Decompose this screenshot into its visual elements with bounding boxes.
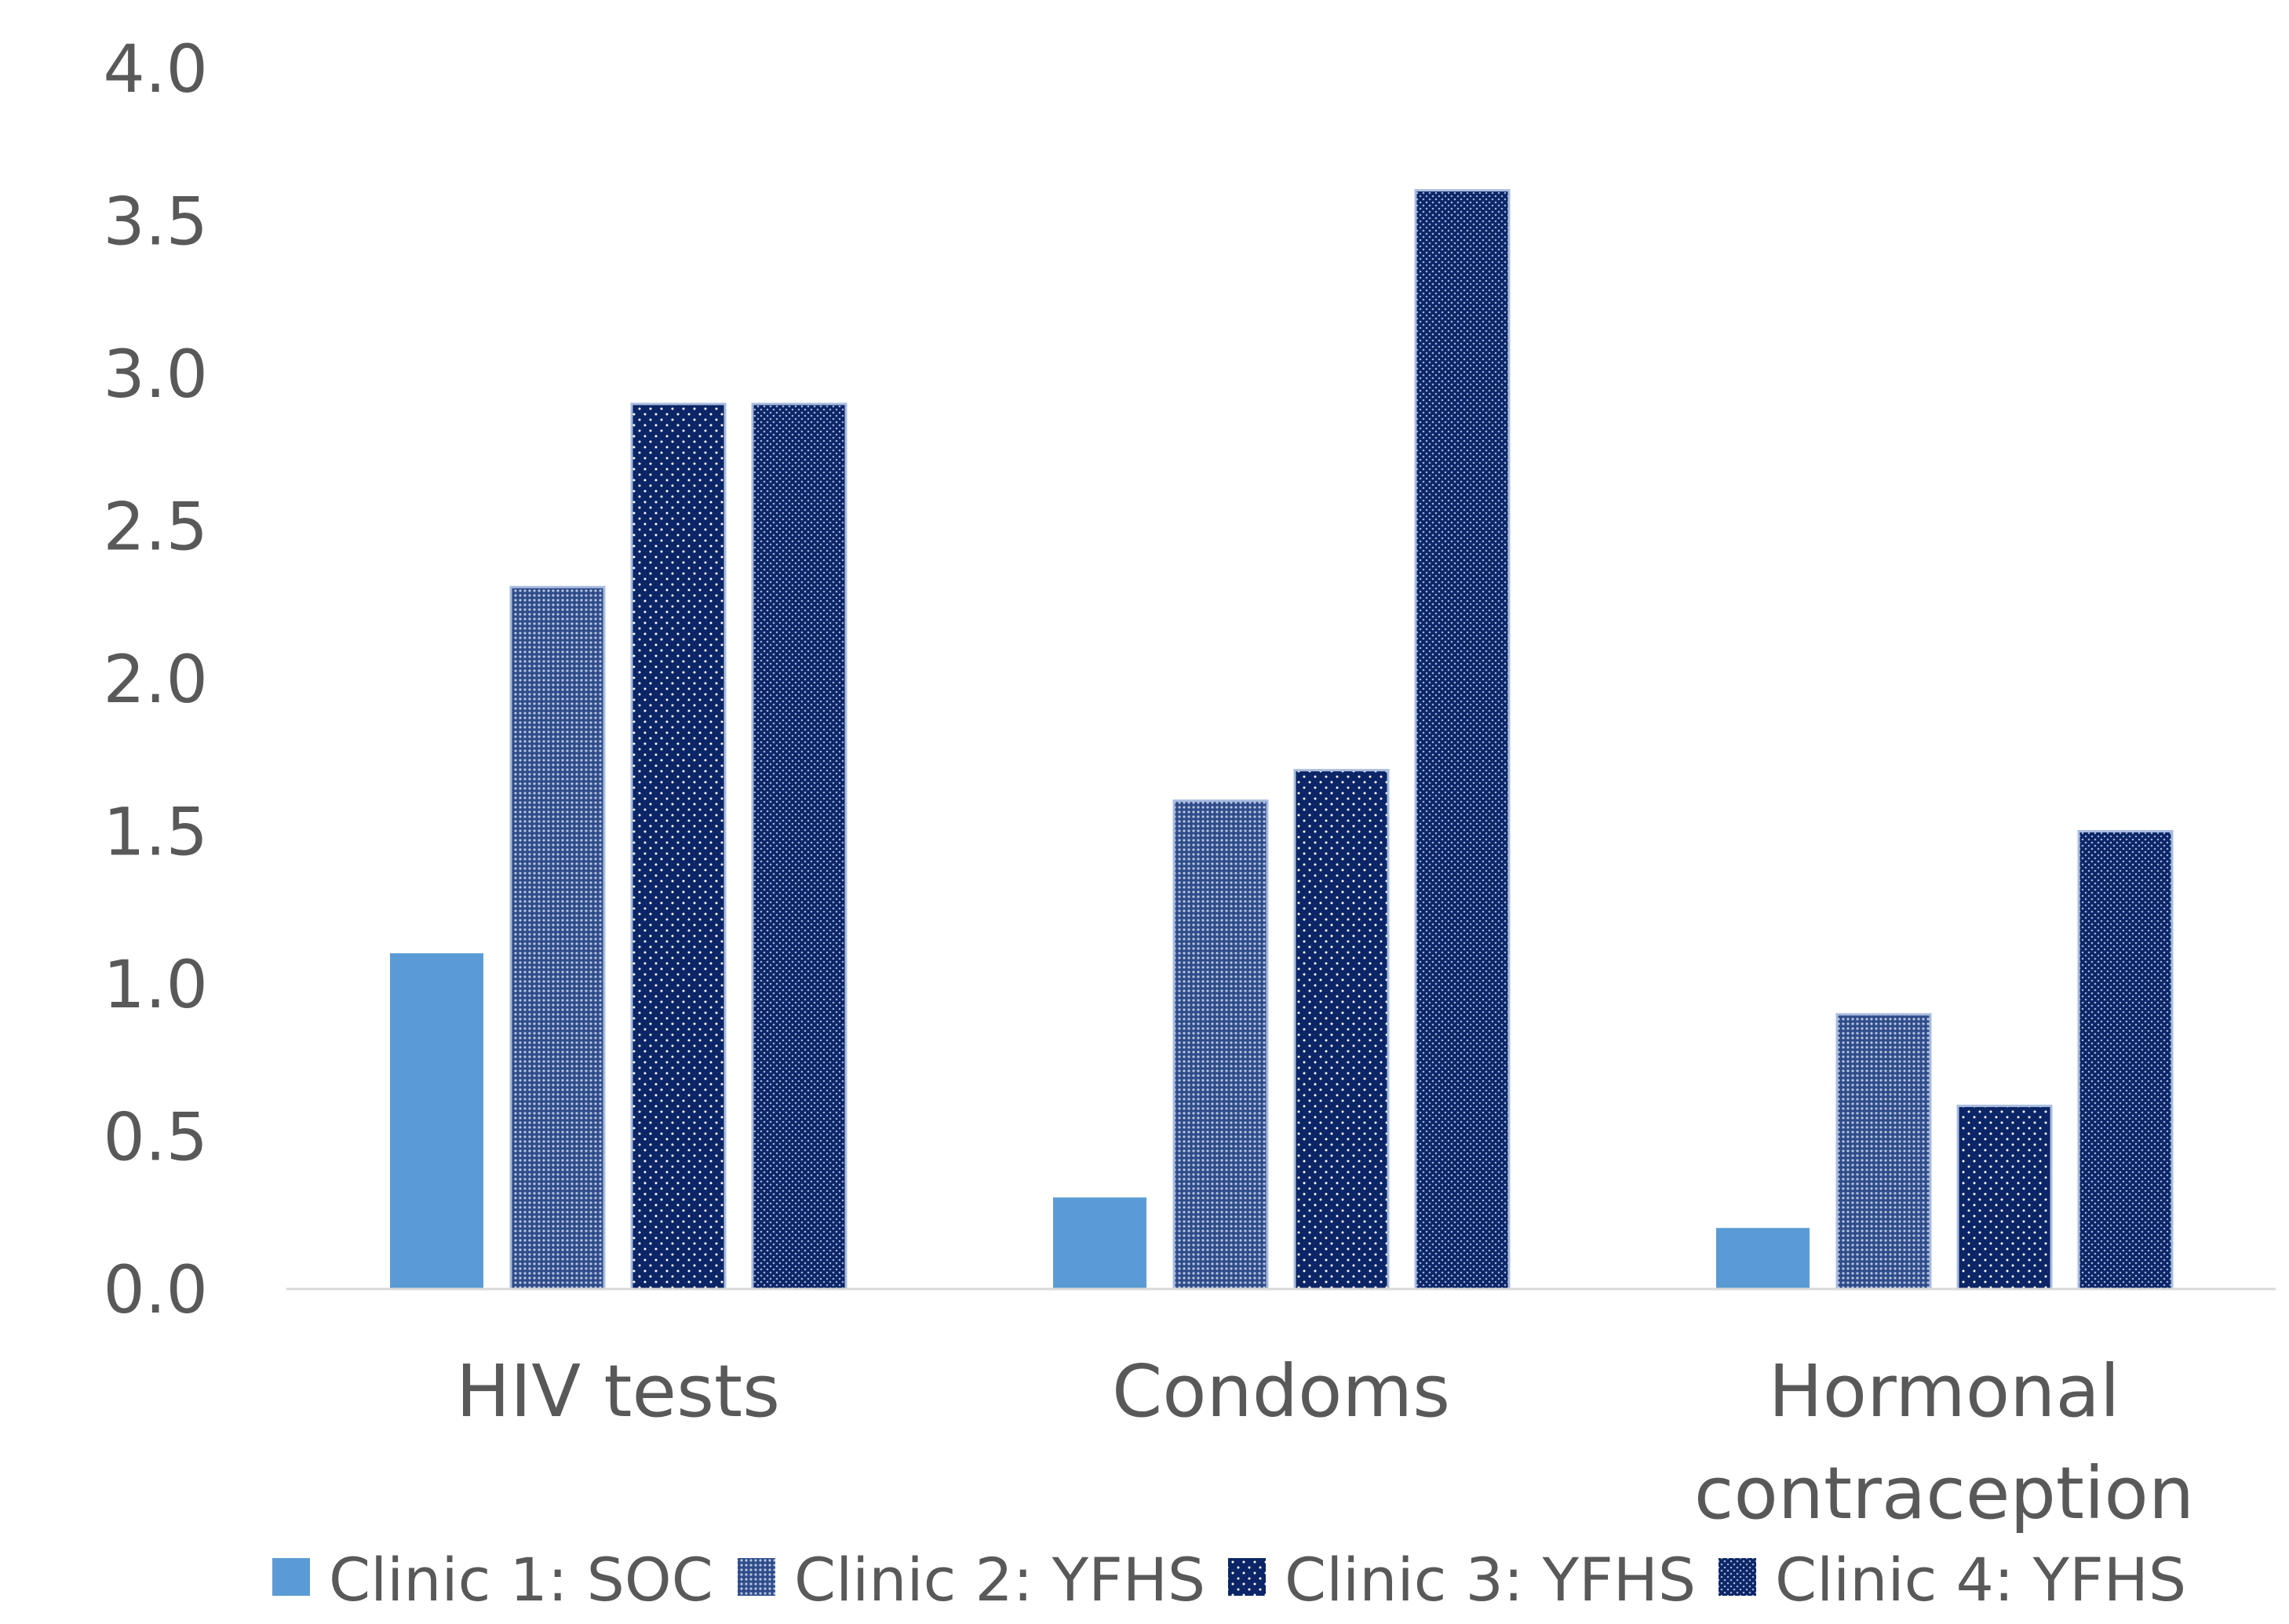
- y-axis: 0.0 0.5 1.0 1.5 2.0 2.5 3.0 3.5 4.0: [103, 31, 208, 1328]
- bar-4-3: [2077, 830, 2174, 1291]
- y-tick-label: 1.5: [103, 794, 208, 871]
- bar-1-3: [1716, 1228, 1810, 1289]
- y-tick-label: 2.0: [103, 641, 208, 718]
- legend-label: Clinic 4: YFHS: [1775, 1545, 2186, 1615]
- x-axis-labels: HIV tests Condoms Hormonal contraception: [456, 1349, 2194, 1535]
- bar-4-2: [1414, 189, 1511, 1291]
- legend-swatch: [1719, 1558, 1756, 1596]
- bars: [390, 189, 2174, 1291]
- legend-swatch: [1228, 1558, 1266, 1596]
- bar-2-3: [1835, 1013, 1932, 1291]
- bar-2-2: [1172, 799, 1269, 1291]
- y-tick-label: 3.5: [103, 184, 208, 260]
- y-tick-label: 1.0: [103, 946, 208, 1023]
- category-label: HIV tests: [456, 1349, 780, 1433]
- legend-swatch: [738, 1558, 775, 1596]
- bar-3-3: [1956, 1105, 2053, 1291]
- y-tick-label: 4.0: [103, 31, 208, 107]
- bar-2-1: [509, 585, 606, 1291]
- category-label: Condoms: [1112, 1349, 1450, 1433]
- y-tick-label: 0.0: [103, 1251, 208, 1328]
- bar-3-1: [630, 402, 727, 1291]
- category-label: Hormonal: [1769, 1349, 2120, 1433]
- legend-label: Clinic 1: SOC: [329, 1545, 713, 1615]
- y-tick-label: 2.5: [103, 489, 208, 566]
- legend-label: Clinic 2: YFHS: [794, 1545, 1205, 1615]
- bar-1-2: [1053, 1197, 1146, 1289]
- legend-swatch: [272, 1558, 310, 1596]
- bar-1-1: [390, 953, 483, 1289]
- category-label: contraception: [1694, 1451, 2194, 1535]
- y-tick-label: 3.0: [103, 336, 208, 413]
- bar-3-2: [1293, 769, 1390, 1291]
- legend: Clinic 1: SOC Clinic 2: YFHS Clinic 3: YFH…: [272, 1545, 2186, 1615]
- y-tick-label: 0.5: [103, 1099, 208, 1176]
- legend-label: Clinic 3: YFHS: [1285, 1545, 1696, 1615]
- bar-4-1: [751, 402, 847, 1291]
